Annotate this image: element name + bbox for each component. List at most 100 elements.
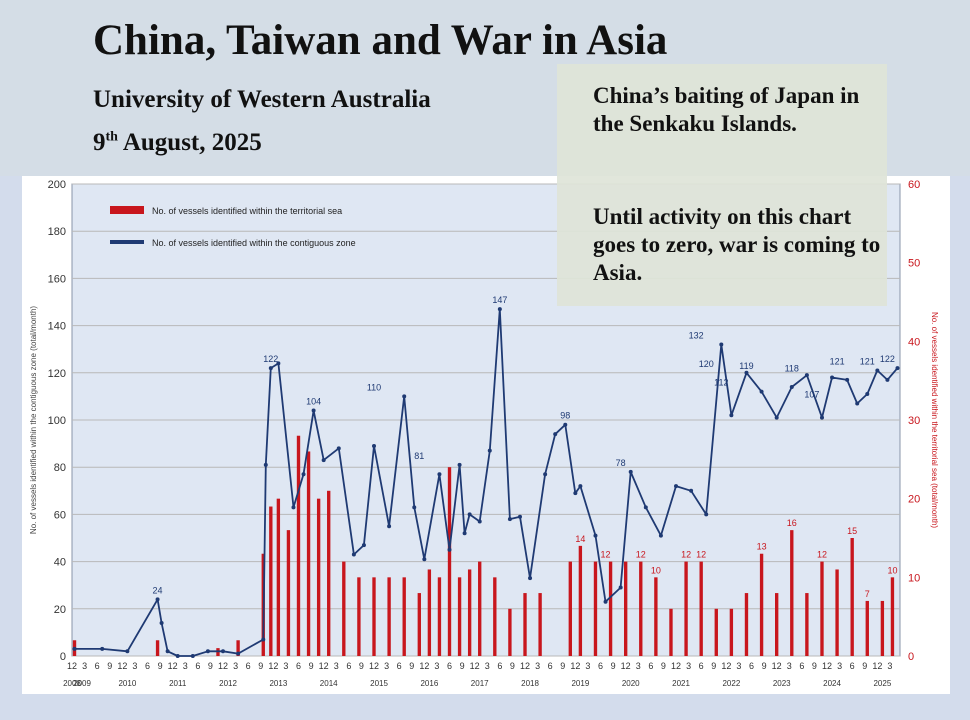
territorial-bar-34 (568, 561, 572, 656)
y-right-axis-title: No. of vessels identified within the ter… (930, 312, 939, 528)
y-right-tick-40: 40 (908, 336, 920, 348)
territorial-bar-36 (593, 561, 598, 656)
contiguous-point-26 (422, 557, 427, 562)
territorial-bar-46 (744, 593, 749, 656)
y-right-tick-20: 20 (908, 494, 920, 506)
x-month-tick-9: 3 (183, 661, 188, 671)
y-left-tick-160: 160 (48, 273, 66, 285)
x-month-tick-65: 3 (887, 661, 892, 671)
y-right-tick-0: 0 (908, 651, 914, 663)
x-year-label-2015: 2015 (370, 679, 388, 688)
contiguous-point-0 (72, 646, 77, 651)
territorial-label-6: 13 (757, 542, 767, 552)
x-month-tick-7: 9 (158, 661, 163, 671)
territorial-bar-39 (639, 561, 643, 656)
date-day: 9 (93, 129, 106, 156)
contiguous-point-1 (100, 646, 105, 651)
contiguous-point-56 (774, 415, 779, 420)
x-month-tick-58: 6 (799, 661, 804, 671)
x-month-tick-31: 9 (460, 661, 465, 671)
legend-swatch-territorial (110, 206, 144, 214)
contiguous-point-65 (885, 377, 890, 382)
x-month-tick-22: 6 (346, 661, 351, 671)
territorial-bar-28 (478, 561, 482, 656)
territorial-bar-55 (880, 600, 885, 656)
territorial-bar-23 (427, 569, 432, 656)
territorial-bar-31 (523, 593, 527, 656)
territorial-bar-21 (402, 577, 406, 656)
territorial-bar-38 (624, 561, 628, 656)
territorial-bar-40 (654, 577, 658, 656)
x-month-tick-6: 6 (145, 661, 150, 671)
contiguous-point-36 (517, 514, 522, 519)
territorial-bar-35 (578, 545, 583, 656)
territorial-label-1: 12 (601, 550, 611, 560)
contiguous-point-64 (875, 368, 880, 373)
territorial-bar-29 (493, 577, 497, 656)
contiguous-point-34 (497, 307, 502, 312)
territorial-label-5: 12 (696, 550, 706, 560)
x-month-tick-16: 12 (268, 661, 278, 671)
x-month-tick-59: 9 (812, 661, 817, 671)
x-month-tick-51: 9 (711, 661, 716, 671)
x-month-tick-32: 12 (470, 661, 480, 671)
x-month-tick-34: 6 (497, 661, 502, 671)
x-month-tick-64: 12 (872, 661, 882, 671)
contiguous-point-60 (830, 375, 835, 380)
territorial-bar-14 (306, 451, 311, 656)
territorial-bar-10 (269, 506, 273, 656)
contiguous-point-31 (467, 512, 472, 517)
x-month-tick-48: 12 (671, 661, 681, 671)
territorial-bar-20 (387, 577, 391, 656)
y-left-tick-20: 20 (54, 604, 66, 616)
contiguous-point-51 (704, 512, 709, 517)
x-month-tick-39: 9 (560, 661, 565, 671)
x-month-tick-26: 6 (397, 661, 402, 671)
territorial-bar-49 (790, 530, 794, 656)
x-month-tick-0: 12 (67, 661, 77, 671)
contiguous-point-48 (658, 533, 663, 538)
contiguous-label-13: 107 (804, 389, 819, 399)
contiguous-point-32 (477, 519, 482, 524)
x-month-tick-21: 3 (334, 661, 339, 671)
callout-line-1: China’s baiting of Japan in the Senkaku … (593, 83, 860, 136)
contiguous-point-10 (236, 651, 241, 656)
x-month-tick-54: 6 (749, 661, 754, 671)
x-month-tick-14: 6 (246, 661, 251, 671)
x-year-label-2024: 2024 (823, 679, 841, 688)
contiguous-label-0: 24 (153, 585, 163, 595)
contiguous-point-3 (155, 597, 160, 602)
contiguous-point-50 (689, 488, 694, 493)
legend-label-territorial: No. of vessels identified within the ter… (152, 206, 342, 216)
x-year-label-2016: 2016 (420, 679, 438, 688)
contiguous-point-12 (263, 462, 268, 467)
y-left-tick-140: 140 (48, 321, 66, 333)
y-right-tick-60: 60 (908, 179, 920, 191)
x-month-tick-25: 3 (384, 661, 389, 671)
contiguous-point-58 (804, 373, 809, 378)
contiguous-point-21 (361, 543, 366, 548)
x-month-tick-47: 9 (661, 661, 666, 671)
territorial-bar-12 (286, 530, 291, 656)
x-month-tick-45: 3 (636, 661, 641, 671)
x-month-tick-23: 9 (359, 661, 364, 671)
territorial-bar-32 (538, 593, 542, 656)
x-month-tick-18: 6 (296, 661, 301, 671)
contiguous-point-16 (301, 472, 306, 477)
y-left-tick-0: 0 (60, 651, 66, 663)
contiguous-point-53 (729, 413, 734, 418)
contiguous-point-11 (261, 637, 266, 642)
contiguous-point-4 (159, 620, 164, 625)
territorial-bar-41 (669, 608, 673, 656)
contiguous-point-6 (175, 654, 180, 658)
territorial-bar-50 (805, 593, 809, 656)
contiguous-point-38 (543, 472, 548, 477)
x-month-tick-43: 9 (611, 661, 616, 671)
x-year-label-2023: 2023 (773, 679, 791, 688)
slide-subtitle: University of Western Australia (93, 86, 431, 113)
x-month-tick-1: 3 (82, 661, 87, 671)
territorial-bar-13 (296, 435, 301, 656)
x-month-tick-60: 12 (822, 661, 832, 671)
contiguous-point-13 (268, 366, 273, 371)
x-month-tick-20: 12 (319, 661, 329, 671)
